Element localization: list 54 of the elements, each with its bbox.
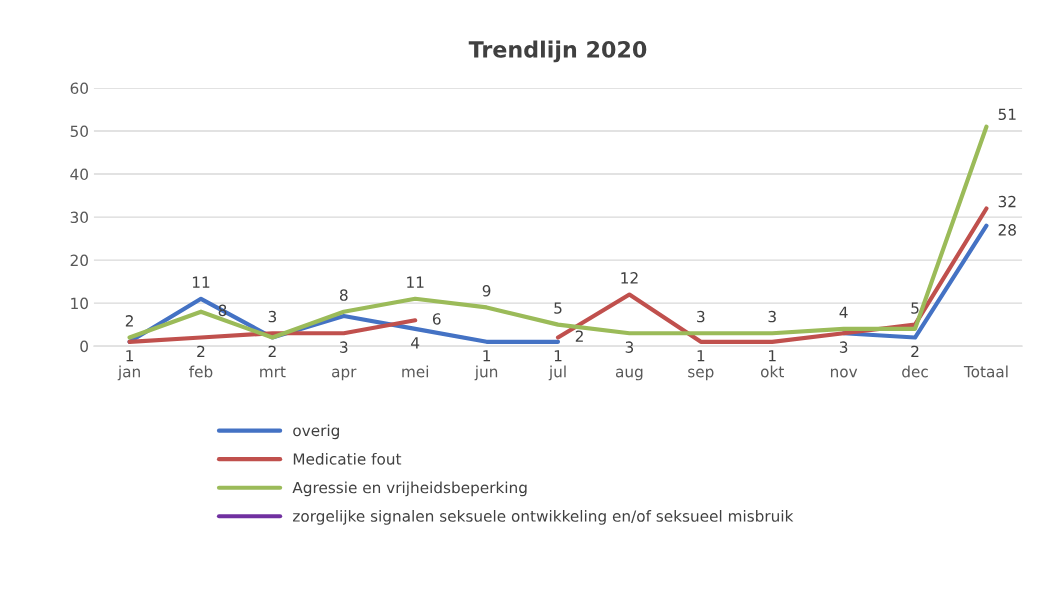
- x-tick-label: jun: [474, 365, 498, 381]
- data-label: 32: [998, 195, 1016, 208]
- data-label: 8: [339, 289, 348, 301]
- y-tick-label: 50: [70, 125, 88, 138]
- data-label: 1: [697, 350, 705, 362]
- y-tick-label: 20: [70, 254, 88, 267]
- y-tick-label: 40: [70, 168, 88, 181]
- data-label: 3: [340, 341, 348, 353]
- data-label: 9: [482, 285, 491, 297]
- x-tick-label: dec: [902, 365, 928, 378]
- legend-label: zorgelijke signalen seksuele ontwikkeling en/of seksueel misbruik: [293, 510, 794, 525]
- data-label: 1: [483, 350, 491, 362]
- x-tick-label: feb: [189, 365, 213, 378]
- data-label: 1: [769, 350, 776, 362]
- x-tick-label: jan: [117, 365, 140, 381]
- data-label: 1: [126, 350, 134, 362]
- data-label: 2: [911, 345, 919, 358]
- x-tick-label: sep: [688, 368, 714, 381]
- data-label: 2: [125, 315, 133, 327]
- chart-title: Trendlijn 2020: [468, 40, 647, 63]
- x-tick-label: jul: [548, 365, 566, 381]
- data-label: 2: [197, 345, 205, 358]
- y-tick-label: 10: [71, 297, 88, 310]
- data-label: 2: [575, 330, 583, 342]
- data-label: 3: [839, 341, 848, 353]
- data-label: 11: [192, 276, 210, 288]
- data-label: 3: [697, 310, 705, 323]
- x-tick-label: aug: [615, 368, 643, 381]
- data-label: 4: [839, 306, 848, 318]
- y-tick-label: 0: [80, 340, 88, 353]
- data-label: 51: [998, 108, 1016, 121]
- legend-label: Agressie en vrijheidsbeperking: [292, 481, 527, 497]
- x-tick-label: Totaal: [963, 365, 1008, 378]
- data-label: 28: [998, 224, 1016, 236]
- legend-label: Medicatie fout: [293, 452, 402, 465]
- data-label: 1: [554, 350, 562, 362]
- x-tick-label: nov: [830, 368, 858, 378]
- data-label: 3: [768, 310, 776, 323]
- x-tick-label: mrt: [260, 366, 286, 378]
- data-label: 3: [625, 341, 634, 353]
- x-tick-label: apr: [332, 368, 357, 381]
- data-label: 5: [554, 302, 562, 314]
- data-label: 12: [621, 272, 638, 284]
- legend-label: overig: [293, 424, 339, 440]
- y-tick-label: 30: [70, 211, 88, 224]
- data-label: 11: [407, 276, 424, 288]
- data-label: 2: [268, 345, 276, 358]
- data-label: 5: [911, 302, 919, 314]
- data-label: 6: [432, 313, 441, 325]
- data-label: 4: [411, 337, 420, 349]
- data-label: 3: [268, 310, 277, 323]
- x-tick-label: okt: [760, 365, 784, 378]
- y-tick-label: 60: [70, 82, 88, 95]
- x-tick-label: mei: [402, 365, 429, 378]
